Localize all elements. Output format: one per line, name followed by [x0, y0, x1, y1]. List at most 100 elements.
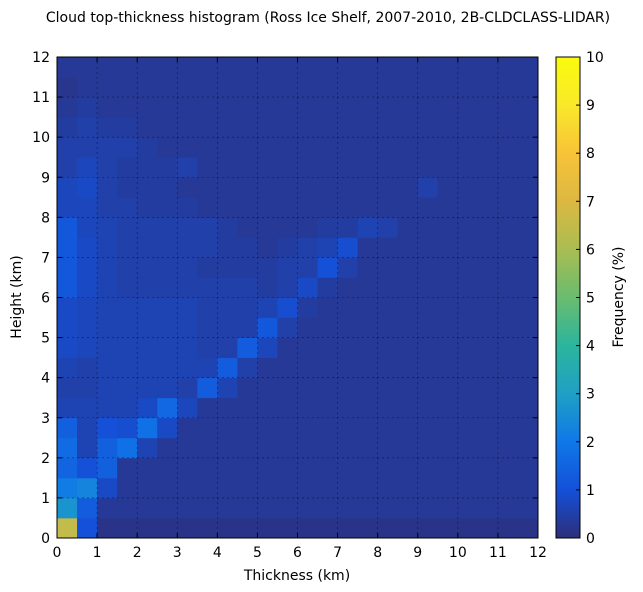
heatmap-cell	[77, 277, 98, 298]
heatmap-cell	[57, 337, 78, 359]
heatmap-cell	[377, 217, 399, 238]
heatmap-cell	[397, 317, 419, 338]
heatmap-cell	[77, 397, 98, 419]
heatmap-cell	[77, 477, 98, 499]
heatmap-cell	[297, 517, 318, 539]
heatmap-cell	[377, 517, 399, 539]
heatmap-cell	[437, 137, 459, 158]
heatmap-cell	[517, 277, 539, 298]
heatmap-cell	[237, 197, 258, 218]
heatmap-cell	[297, 277, 318, 298]
heatmap-cell	[457, 457, 479, 479]
heatmap-cell	[197, 417, 218, 439]
heatmap-cell	[237, 457, 258, 479]
heatmap-cell	[197, 137, 218, 158]
heatmap-cell	[517, 177, 539, 198]
heatmap-cell	[457, 157, 479, 178]
heatmap-cell	[277, 417, 298, 439]
heatmap-cell	[397, 437, 419, 459]
heatmap-cell	[317, 217, 338, 238]
heatmap-cell	[517, 257, 539, 278]
heatmap-cell	[257, 317, 278, 338]
heatmap-cell	[77, 417, 98, 439]
heatmap-cell	[117, 497, 138, 519]
heatmap-cell	[497, 457, 519, 479]
heatmap-cell	[437, 97, 459, 118]
heatmap-cell	[517, 297, 539, 318]
heatmap-cell	[117, 377, 138, 399]
heatmap-cell	[277, 277, 298, 298]
heatmap-cell	[237, 217, 258, 238]
heatmap-cell	[417, 317, 439, 338]
heatmap-cell	[237, 237, 258, 258]
heatmap-cell	[297, 137, 318, 158]
heatmap-cell	[217, 377, 238, 399]
heatmap-cell	[377, 337, 399, 359]
heatmap-cell	[277, 97, 298, 118]
heatmap-cell	[217, 157, 238, 178]
heatmap-cell	[357, 117, 379, 138]
heatmap-cell	[477, 237, 499, 258]
heatmap-cell	[137, 177, 158, 198]
heatmap-cell	[57, 237, 78, 258]
heatmap-cell	[77, 357, 98, 379]
heatmap-cell	[197, 337, 218, 359]
colorbar-tick-label: 8	[586, 146, 595, 162]
heatmap-cell	[257, 237, 278, 258]
heatmap-cell	[377, 157, 399, 178]
heatmap-cell	[117, 217, 138, 238]
heatmap-cell	[337, 457, 359, 479]
heatmap-cell	[337, 397, 359, 419]
heatmap-cell	[377, 417, 399, 439]
x-tick-label: 0	[53, 545, 62, 561]
heatmap-cell	[297, 357, 318, 379]
x-axis-label: Thickness (km)	[243, 568, 350, 584]
heatmap-cell	[337, 97, 359, 118]
heatmap-cell	[257, 297, 278, 318]
heatmap-cell	[177, 277, 198, 298]
heatmap-cell	[217, 137, 238, 158]
heatmap-cell	[397, 97, 419, 118]
heatmap-cell	[97, 437, 118, 459]
heatmap-cell	[197, 457, 218, 479]
heatmap-cell	[97, 477, 118, 499]
colorbar-tick-label: 3	[586, 387, 595, 403]
heatmap-cell	[257, 197, 278, 218]
heatmap-cell	[217, 317, 238, 338]
heatmap-cell	[417, 417, 439, 439]
heatmap-cell	[497, 57, 519, 78]
heatmap-cell	[117, 297, 138, 318]
heatmap-cell	[257, 457, 278, 479]
heatmap-cell	[77, 197, 98, 218]
heatmap-cell	[517, 77, 539, 98]
heatmap-cell	[77, 517, 98, 539]
heatmap-cell	[457, 337, 479, 359]
heatmap-cell	[177, 117, 198, 138]
heatmap-cell	[277, 257, 298, 278]
heatmap-cell	[357, 77, 379, 98]
heatmap-cell	[317, 77, 338, 98]
heatmap-cell	[77, 177, 98, 198]
heatmap-cell	[277, 117, 298, 138]
heatmap-cell	[497, 197, 519, 218]
heatmap-cell	[157, 197, 178, 218]
heatmap-cell	[57, 77, 78, 98]
heatmap-cell	[377, 297, 399, 318]
heatmap-cell	[437, 337, 459, 359]
heatmap-cell	[57, 137, 78, 158]
heatmap-cell	[497, 397, 519, 419]
heatmap-cell	[297, 317, 318, 338]
heatmap-cell	[457, 497, 479, 519]
heatmap-cell	[157, 97, 178, 118]
heatmap-cell	[57, 57, 78, 78]
heatmap-cell	[137, 137, 158, 158]
heatmap-cell	[57, 117, 78, 138]
heatmap-cell	[217, 217, 238, 238]
heatmap-cell	[317, 157, 338, 178]
heatmap-cell	[97, 517, 118, 539]
heatmap-cell	[477, 257, 499, 278]
heatmap-cell	[77, 257, 98, 278]
heatmap-cell	[137, 417, 158, 439]
heatmap-cell	[197, 177, 218, 198]
heatmap-cell	[477, 377, 499, 399]
